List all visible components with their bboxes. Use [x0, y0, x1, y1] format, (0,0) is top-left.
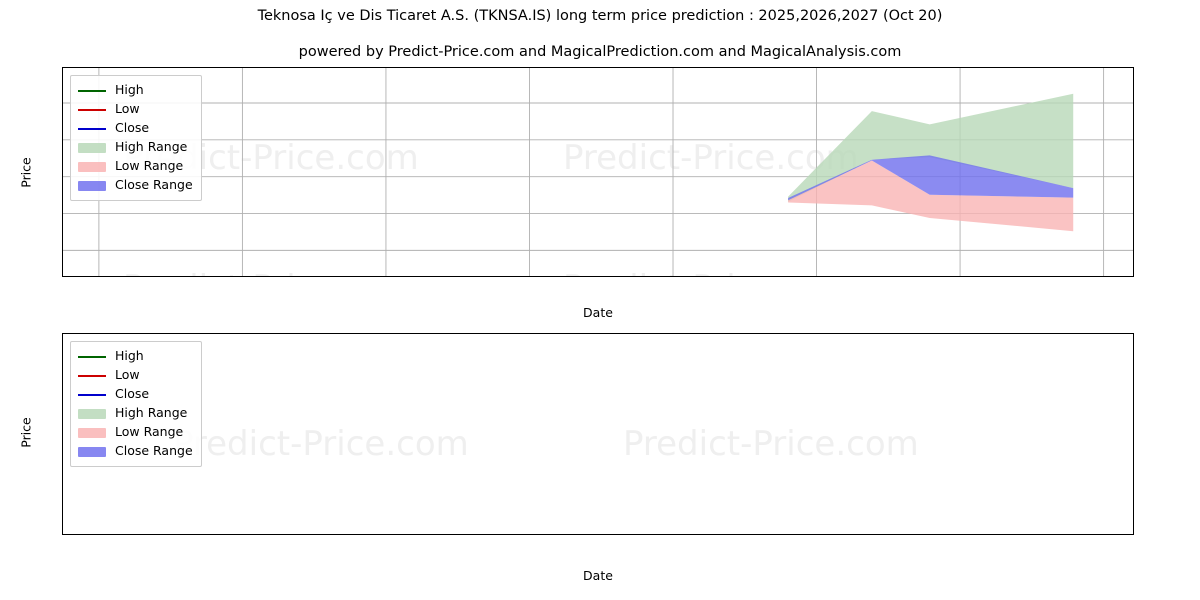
legend-item-high-range: High Range [77, 404, 193, 423]
legend-swatch-high-range-icon [77, 408, 107, 420]
top-y-axis-label: Price [18, 157, 34, 188]
legend-item-low: Low [77, 100, 193, 119]
legend-swatch-low-icon [77, 370, 107, 382]
legend-item-low: Low [77, 366, 193, 385]
legend-swatch-close-range-icon [77, 446, 107, 458]
legend-item-label: High Range [115, 139, 188, 155]
legend-item-label: High [115, 82, 144, 98]
legend-swatch-close-icon [77, 123, 107, 135]
figure-subtitle: powered by Predict-Price.com and Magical… [298, 44, 902, 60]
bottom-x-axis-label: Date [583, 568, 613, 583]
legend-swatch-close-icon [77, 389, 107, 401]
bottom-chart-panel: Predict-Price.com Predict-Price.com [62, 333, 1134, 535]
legend-item-close: Close [77, 385, 193, 404]
legend-swatch-high-icon [77, 85, 107, 97]
legend-item-label: Close [115, 386, 150, 402]
legend-swatch-high-range-icon [77, 142, 107, 154]
legend-item-close-range: Close Range [77, 442, 193, 461]
legend-item-high-range: High Range [77, 138, 193, 157]
legend-item-label: High [115, 348, 144, 364]
bottom-plot-area: Predict-Price.com Predict-Price.com [62, 333, 1134, 535]
legend-swatch-low-range-icon [77, 427, 107, 439]
legend-item-low-range: Low Range [77, 423, 193, 442]
legend-item-label: High Range [115, 405, 188, 421]
top-chart-svg [63, 68, 1133, 276]
legend-item-low-range: Low Range [77, 157, 193, 176]
legend-swatch-high-icon [77, 351, 107, 363]
legend-swatch-close-range-icon [77, 180, 107, 192]
figure-title: Teknosa Iç ve Dis Ticaret A.S. (TKNSA.IS… [257, 8, 943, 24]
bottom-y-axis-label: Price [18, 417, 34, 448]
legend-item-close-range: Close Range [77, 176, 193, 195]
legend-item-label: Low Range [115, 158, 184, 174]
legend-item-label: Close Range [115, 177, 193, 193]
bottom-chart-legend: High Low Close High Range Low Range Close Ran… [70, 341, 202, 467]
legend-item-high: High [77, 347, 193, 366]
legend-item-high: High [77, 81, 193, 100]
legend-swatch-low-icon [77, 104, 107, 116]
legend-item-label: Low Range [115, 424, 184, 440]
top-chart-legend: High Low Close High Range Low Range Close Ran… [70, 75, 202, 201]
legend-item-close: Close [77, 119, 193, 138]
legend-item-label: Close [115, 120, 150, 136]
legend-item-label: Low [115, 367, 140, 383]
bottom-chart-svg [63, 334, 1134, 535]
top-chart-panel: Predict-Price.com Predict-Price.com Pred… [62, 67, 1134, 277]
legend-item-label: Close Range [115, 443, 193, 459]
legend-item-label: Low [115, 101, 140, 117]
top-plot-area: Predict-Price.com Predict-Price.com Pred… [62, 67, 1134, 277]
top-x-axis-label: Date [583, 305, 613, 320]
legend-swatch-low-range-icon [77, 161, 107, 173]
